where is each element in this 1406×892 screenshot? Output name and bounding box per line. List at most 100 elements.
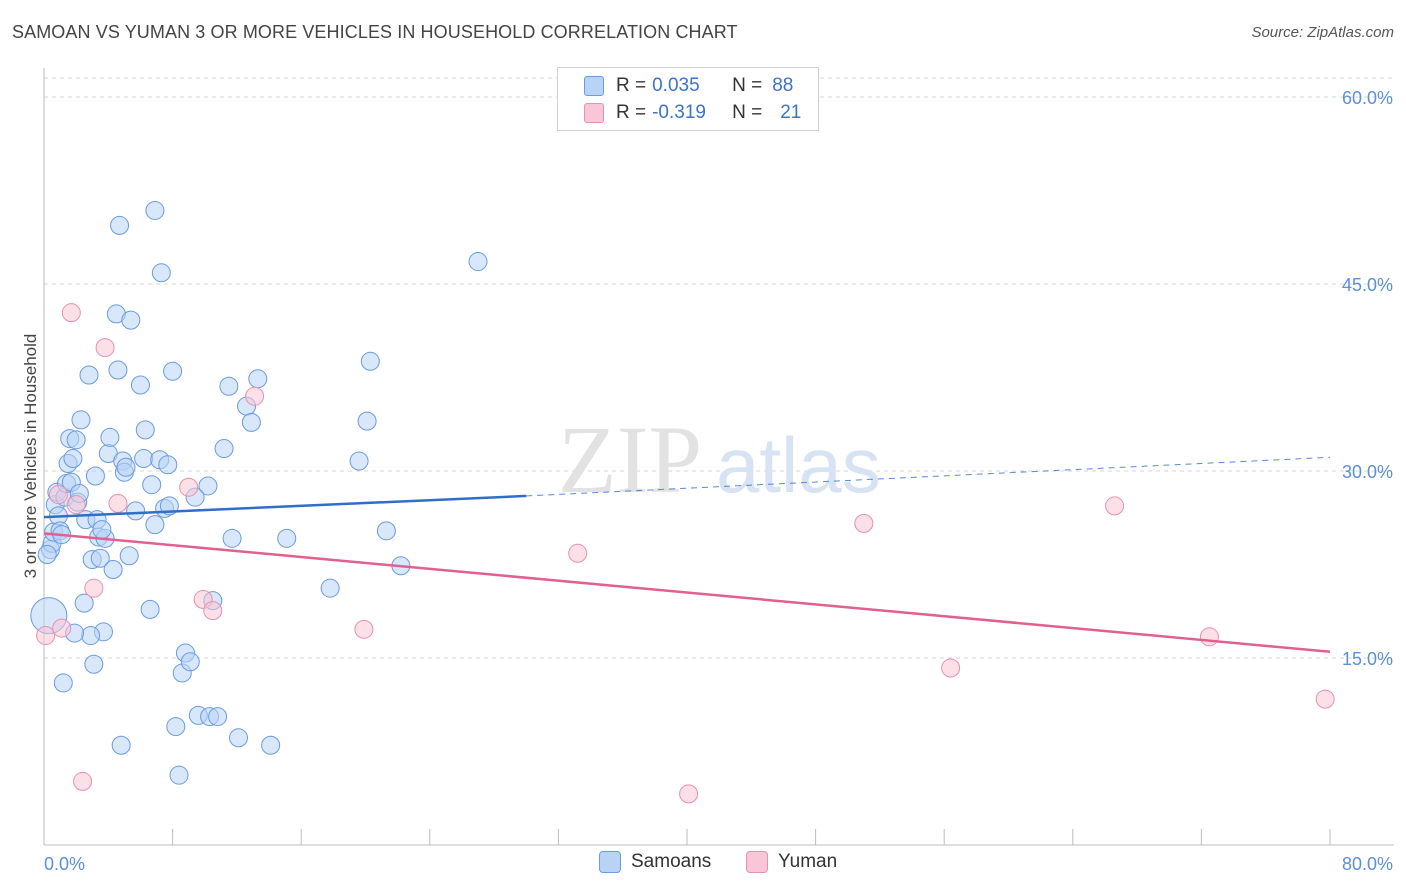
- y-tick-label: 30.0%: [1342, 462, 1393, 482]
- x-tick-label: 0.0%: [44, 854, 85, 874]
- yuman-point: [48, 485, 68, 505]
- chart-title: SAMOAN VS YUMAN 3 OR MORE VEHICLES IN HO…: [12, 22, 738, 42]
- samoan-point: [166, 717, 186, 737]
- legend-swatch-yuman: [584, 103, 604, 123]
- samoan-point: [219, 376, 239, 396]
- samoan-point: [37, 545, 57, 565]
- yuman-trend-line: [43, 532, 1331, 654]
- samoan-point: [71, 410, 91, 430]
- samoan-point: [90, 548, 110, 568]
- samoan-point: [214, 439, 234, 459]
- source-credit: Source: ZipAtlas.com: [1251, 24, 1394, 41]
- samoan-point: [208, 707, 228, 727]
- yuman-point: [354, 619, 374, 639]
- legend-item-yuman[interactable]: Yuman: [746, 851, 837, 873]
- legend-row-samoans: R = 0.035 N = 88: [584, 73, 793, 99]
- trend-lines: [43, 456, 1331, 654]
- samoan-point: [84, 654, 104, 674]
- samoan-point: [134, 449, 154, 469]
- y-tick-label: 45.0%: [1342, 275, 1393, 295]
- samoan-point: [119, 546, 139, 566]
- samoan-point: [349, 451, 369, 471]
- samoan-point: [248, 369, 268, 389]
- yuman-point: [679, 784, 699, 804]
- samoan-point: [158, 455, 178, 475]
- axes: [43, 68, 1394, 846]
- legend-row-yuman: R = -0.319 N = 21: [584, 100, 801, 126]
- samoan-point: [360, 351, 380, 371]
- samoan-point: [468, 252, 488, 272]
- stats-legend: R = 0.035 N = 88 R = -0.319 N = 21: [557, 67, 819, 131]
- samoan-point: [126, 501, 146, 521]
- samoan-point: [320, 578, 340, 598]
- samoan-point: [85, 466, 105, 486]
- samoan-point: [140, 599, 160, 619]
- legend-swatch-samoans: [599, 851, 621, 873]
- yuman-point: [84, 578, 104, 598]
- yuman-point: [1315, 689, 1335, 709]
- samoan-point: [241, 412, 261, 432]
- yuman-point: [179, 477, 199, 497]
- legend-r-value: -0.319: [652, 102, 706, 123]
- samoan-point: [151, 263, 171, 283]
- watermark-zip: ZIP: [558, 406, 702, 513]
- samoan-point: [103, 559, 123, 579]
- yuman-point: [203, 601, 223, 621]
- yuman-point: [73, 771, 93, 791]
- yuman-point: [61, 303, 81, 323]
- legend-swatch-yuman: [746, 851, 768, 873]
- legend-label-samoans: Samoans: [631, 851, 712, 872]
- samoan-point: [92, 520, 112, 540]
- y-axis-label: 3 or more Vehicles in Household: [21, 334, 40, 579]
- samoan-point: [100, 427, 120, 447]
- tick-labels: 15.0% 30.0% 45.0% 60.0% 0.0% 80.0%: [44, 88, 1393, 874]
- yuman-point: [568, 543, 588, 563]
- series-yuman: [36, 303, 1335, 804]
- samoan-point: [79, 365, 99, 385]
- yuman-point: [66, 495, 86, 515]
- samoan-point: [66, 430, 86, 450]
- yuman-point: [245, 386, 265, 406]
- samoan-trend-line: [43, 494, 527, 519]
- legend-r-label: R =: [616, 102, 647, 123]
- samoan-point: [145, 515, 165, 535]
- legend-swatch-samoans: [584, 76, 604, 96]
- x-tick-label: 80.0%: [1342, 854, 1393, 874]
- legend-n-label: N =: [732, 75, 763, 96]
- samoan-point: [110, 215, 130, 235]
- samoan-point: [376, 521, 396, 541]
- yuman-point: [1105, 496, 1125, 516]
- samoan-point: [130, 375, 150, 395]
- samoan-point: [135, 420, 155, 440]
- y-tick-label: 60.0%: [1342, 88, 1393, 108]
- samoan-point: [180, 652, 200, 672]
- samoan-point: [142, 475, 162, 495]
- samoan-point: [121, 310, 141, 330]
- samoan-point: [63, 449, 83, 469]
- samoan-point: [74, 593, 94, 613]
- samoan-point: [198, 476, 218, 496]
- yuman-point: [941, 658, 961, 678]
- yuman-point: [36, 626, 56, 646]
- legend-item-samoans[interactable]: Samoans: [599, 851, 711, 873]
- series-legend: Samoans Yuman: [0, 851, 1406, 877]
- yuman-point: [854, 513, 874, 533]
- series-samoans: [30, 200, 488, 785]
- yuman-point: [95, 338, 115, 358]
- samoan-point: [145, 200, 165, 220]
- legend-label-yuman: Yuman: [778, 851, 838, 872]
- samoan-point: [229, 728, 249, 748]
- legend-r-label: R =: [616, 75, 647, 96]
- yuman-point: [52, 618, 72, 638]
- samoan-point: [116, 457, 136, 477]
- samoan-point: [222, 528, 242, 548]
- yuman-point: [108, 493, 128, 513]
- samoan-point: [53, 673, 73, 693]
- watermark-atlas: atlas: [716, 421, 881, 509]
- samoan-point: [108, 360, 128, 380]
- samoan-point: [169, 765, 189, 785]
- legend-r-value: 0.035: [652, 75, 700, 96]
- legend-n-label: N =: [732, 102, 763, 123]
- samoan-point: [277, 528, 297, 548]
